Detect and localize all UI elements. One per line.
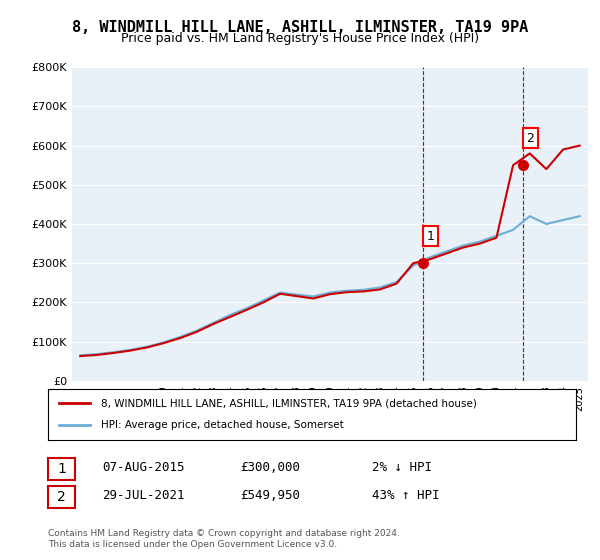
Text: 1: 1 — [57, 461, 66, 475]
Text: HPI: Average price, detached house, Somerset: HPI: Average price, detached house, Some… — [101, 421, 344, 431]
Text: 07-AUG-2015: 07-AUG-2015 — [102, 461, 185, 474]
Text: £300,000: £300,000 — [240, 461, 300, 474]
Text: 8, WINDMILL HILL LANE, ASHILL, ILMINSTER, TA19 9PA (detached house): 8, WINDMILL HILL LANE, ASHILL, ILMINSTER… — [101, 398, 476, 408]
Text: 43% ↑ HPI: 43% ↑ HPI — [372, 489, 439, 502]
Text: £549,950: £549,950 — [240, 489, 300, 502]
Text: 1: 1 — [427, 230, 434, 242]
Text: 2: 2 — [57, 489, 66, 504]
Text: Price paid vs. HM Land Registry's House Price Index (HPI): Price paid vs. HM Land Registry's House … — [121, 32, 479, 45]
Text: 2: 2 — [526, 132, 534, 144]
Text: Contains HM Land Registry data © Crown copyright and database right 2024.
This d: Contains HM Land Registry data © Crown c… — [48, 529, 400, 549]
Text: 29-JUL-2021: 29-JUL-2021 — [102, 489, 185, 502]
Text: 8, WINDMILL HILL LANE, ASHILL, ILMINSTER, TA19 9PA: 8, WINDMILL HILL LANE, ASHILL, ILMINSTER… — [72, 20, 528, 35]
Text: 2% ↓ HPI: 2% ↓ HPI — [372, 461, 432, 474]
